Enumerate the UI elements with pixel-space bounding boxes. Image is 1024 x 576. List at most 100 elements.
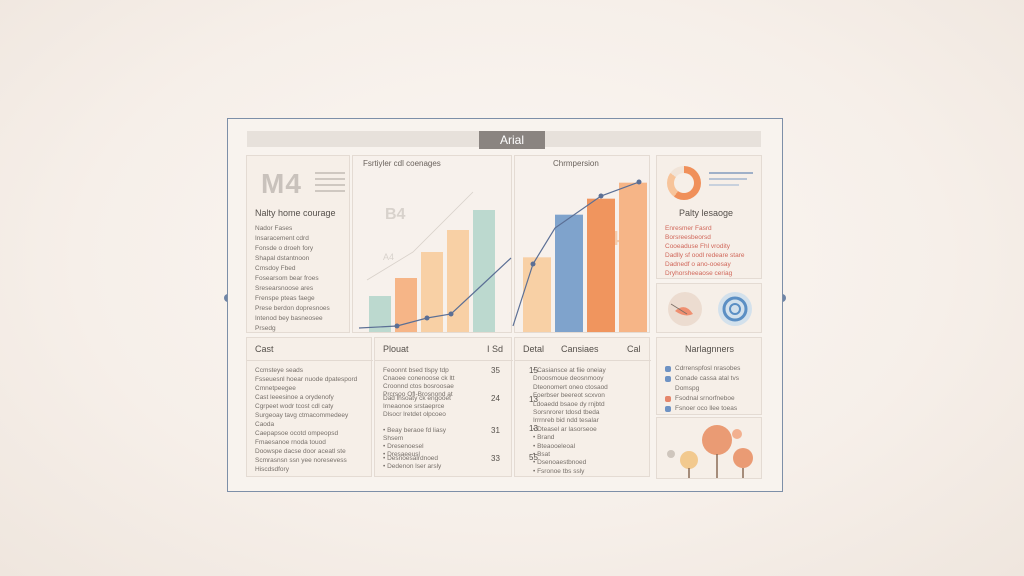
table-value: 31 (491, 426, 500, 435)
small-bush (667, 450, 675, 458)
detail-value: 55 (529, 453, 538, 462)
overview-item: Intenod bey basneosee (255, 315, 323, 322)
detail-line: Irrrnreb bid ndd tesalar (533, 417, 599, 425)
cansiaes-col-header: Cansiaes (561, 344, 599, 354)
spiral-icon-core (729, 303, 741, 315)
managers-heading: Narlagnners (685, 344, 735, 354)
overview-item: Prsedg (255, 325, 276, 332)
cost-line: Cgrpeet wodr tcost cdl caty (255, 403, 334, 410)
overview-item: Nador Fases (255, 225, 293, 232)
summary-line (709, 178, 747, 180)
summary-item: Dadlly sf oodl redeare stare (665, 252, 745, 259)
detail-line: Dteonomert oneo ctosaod (533, 383, 608, 391)
detail-line: • Bsat (533, 451, 551, 458)
overview-item: Fonsde o droeh fory (255, 245, 314, 252)
detail-line: Dnoosmoue deosnmooy (533, 375, 604, 383)
chart1-trend-line (358, 257, 512, 329)
overview-panel: M4 Nalty home courage Nador Fases Insarac… (246, 155, 350, 333)
manager-item: Cdrrenspfosl nrasobes (675, 365, 741, 372)
cost-line: Hiscdsdfory (255, 466, 289, 473)
divider (375, 360, 513, 361)
detail-col-header: Detal (523, 344, 545, 354)
table-cell: • Dresaeeusl (383, 451, 420, 458)
shield-icon (665, 406, 671, 412)
detail-line: • Brand (533, 434, 555, 442)
chart1-guide-line (366, 191, 474, 281)
table-cell: • Beay beraoe fd liasy (383, 427, 446, 434)
chart2-svg (512, 179, 647, 332)
detail-line: • Fsronoe tbs ssly (533, 467, 585, 475)
chart1-svg (358, 191, 512, 332)
overview-item: Insaracement cdrd (255, 235, 309, 242)
table-cell: • Dedenon lser arsly (383, 463, 442, 470)
chart2-bar (619, 182, 647, 332)
chart1-point (448, 311, 454, 317)
table-cell: Shsem (383, 435, 404, 442)
cost-line: Scmrasnsn ssn yee noresevess (255, 457, 347, 464)
chart1-bar (421, 252, 443, 332)
summary-item: Dryhorsheeaose ceriag (665, 270, 733, 277)
chart2-title: Chrmpersion (553, 159, 599, 168)
table-cell: • Desnoesalrdnoed (383, 455, 439, 462)
summary-item: Cooeaduse Fhl vrodity (665, 243, 731, 250)
icons-panel (656, 283, 762, 333)
detail-value: 15 (529, 366, 538, 375)
detail-table-panel: Detal Cansiaes Cal 15 13 13 55 • Casiansce … (514, 337, 651, 477)
table-cell: • Dresenoesel (383, 443, 424, 450)
table-value: 24 (491, 394, 500, 403)
shield-icon (665, 366, 671, 372)
detail-value: 13 (529, 395, 538, 404)
cost-line: Caoda (255, 421, 275, 428)
cost-line: Fsseuesnl hoear nuode dpatespord (255, 376, 358, 383)
cost-line: Fmaesanoe rnoda touod (255, 439, 326, 446)
isd-col-header: I Sd (487, 344, 504, 354)
overview-item: Sresearsnoose ares (255, 285, 314, 292)
cost-line: Doowspe dacse door aceatl ste (255, 448, 346, 455)
tree-canopy (733, 448, 753, 468)
cost-line: Surgeoay tavg ctmacommedeey (255, 412, 349, 419)
chart2-bar (555, 214, 583, 332)
plot-col-header: Plouat (383, 344, 409, 354)
manager-item: Domspg (675, 385, 700, 392)
chart2-trend-line (512, 181, 640, 327)
summary-heading: Palty lesaoge (679, 208, 734, 218)
summary-item: Enresmer Fasrd (665, 225, 712, 232)
window-title[interactable]: Arial (479, 131, 545, 149)
dashboard-window: Arial M4 Nalty home courage Nador Fases I… (227, 118, 783, 492)
chart2-point (530, 261, 536, 267)
manager-item: Conade cassa atal tvs (675, 375, 739, 382)
chart2-bar (523, 257, 551, 332)
plot-table-panel: Plouat I Sd Feoonnt bsed tlspy tdp Cnaoee… (374, 337, 513, 477)
detail-line: • Bteaooeleoal (533, 442, 576, 450)
manager-item: Fsnoer oco llee toeas (675, 405, 738, 412)
donut-chart-icon (667, 166, 701, 200)
tree-canopy (680, 451, 698, 469)
managers-panel: Narlagnners Cdrrenspfosl nrasobes Conade … (656, 337, 762, 415)
chart2-point (636, 179, 642, 185)
overview-heading: Nalty home courage (255, 208, 336, 218)
spiral-icon (722, 296, 748, 322)
table-cell: Irneaonoe srstaeprce (383, 403, 445, 410)
bar-chart-1-panel: Fsrtiyler cdl coenages B4 A4 (352, 155, 512, 333)
summary-line (709, 184, 739, 186)
overview-item: Frenspe pteas faege (255, 295, 315, 302)
chart1-point (424, 315, 430, 321)
table-value: 33 (491, 454, 500, 463)
summary-panel: Palty lesaoge Enresmer Fasrd Borsreesbeor… (656, 155, 762, 279)
chart1-title: Fsrtiyler cdl coenages (363, 159, 441, 168)
overview-item: Cmsdoy Fbed (255, 265, 296, 272)
detail-line: • Casiansce at fiie oneiay (533, 367, 606, 374)
detail-line: • Dsenoaestbnoed (533, 459, 587, 467)
tag-icon (665, 396, 671, 402)
table-cell: Dlsocr lretdet olpcoeo (383, 411, 446, 418)
feather-stem (670, 303, 688, 315)
cost-panel: Cast Ccmsteye seads Fsseuesnl hoear nuode… (246, 337, 373, 477)
overview-item: Fosearsom bear froes (255, 275, 319, 282)
chart1-bar (395, 278, 417, 332)
chart1-bar (447, 230, 469, 332)
logo: M4 (261, 168, 302, 199)
tree-canopy (702, 425, 732, 455)
chart1-bar (369, 296, 391, 332)
chart2-point (598, 193, 604, 199)
tree-illustration (667, 425, 753, 478)
